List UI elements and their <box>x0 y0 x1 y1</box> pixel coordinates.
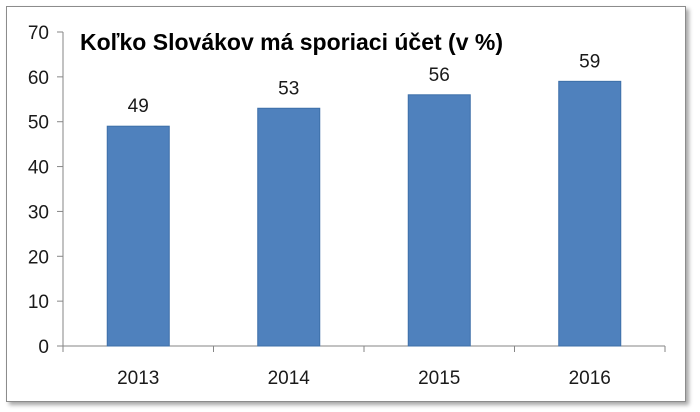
x-tick-label: 2015 <box>418 368 460 389</box>
chart-title: Koľko Slovákov má sporiaci účet (v %) <box>80 29 503 55</box>
x-tick-label: 2014 <box>268 368 311 389</box>
y-tick-label: 60 <box>28 68 49 89</box>
y-tick-label: 10 <box>28 292 49 313</box>
bar-2014 <box>257 107 321 347</box>
y-tick-label: 40 <box>28 158 49 179</box>
x-axis: 2013 2014 2015 2016 <box>62 345 666 389</box>
data-label-2016: 59 <box>579 51 600 72</box>
y-axis: 0 10 20 30 40 50 60 70 <box>28 23 64 358</box>
x-tick-label: 2013 <box>117 368 159 389</box>
data-labels: 49 53 56 59 <box>128 51 601 117</box>
y-tick-label: 70 <box>28 23 49 44</box>
x-tick-label: 2016 <box>569 368 611 389</box>
bar-2015 <box>407 94 471 347</box>
data-label-2014: 53 <box>278 78 299 99</box>
bars <box>106 80 622 347</box>
data-label-2013: 49 <box>128 96 149 117</box>
bar-2016 <box>558 80 622 347</box>
y-tick-label: 0 <box>38 337 49 358</box>
y-tick-label: 20 <box>28 247 49 268</box>
y-tick-label: 30 <box>28 202 49 223</box>
y-tick-label: 50 <box>28 113 49 134</box>
bar-2013 <box>106 125 170 347</box>
data-label-2015: 56 <box>429 65 450 86</box>
